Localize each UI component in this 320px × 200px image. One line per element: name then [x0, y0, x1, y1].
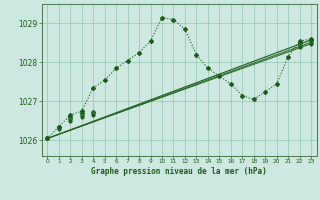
X-axis label: Graphe pression niveau de la mer (hPa): Graphe pression niveau de la mer (hPa) [91, 167, 267, 176]
